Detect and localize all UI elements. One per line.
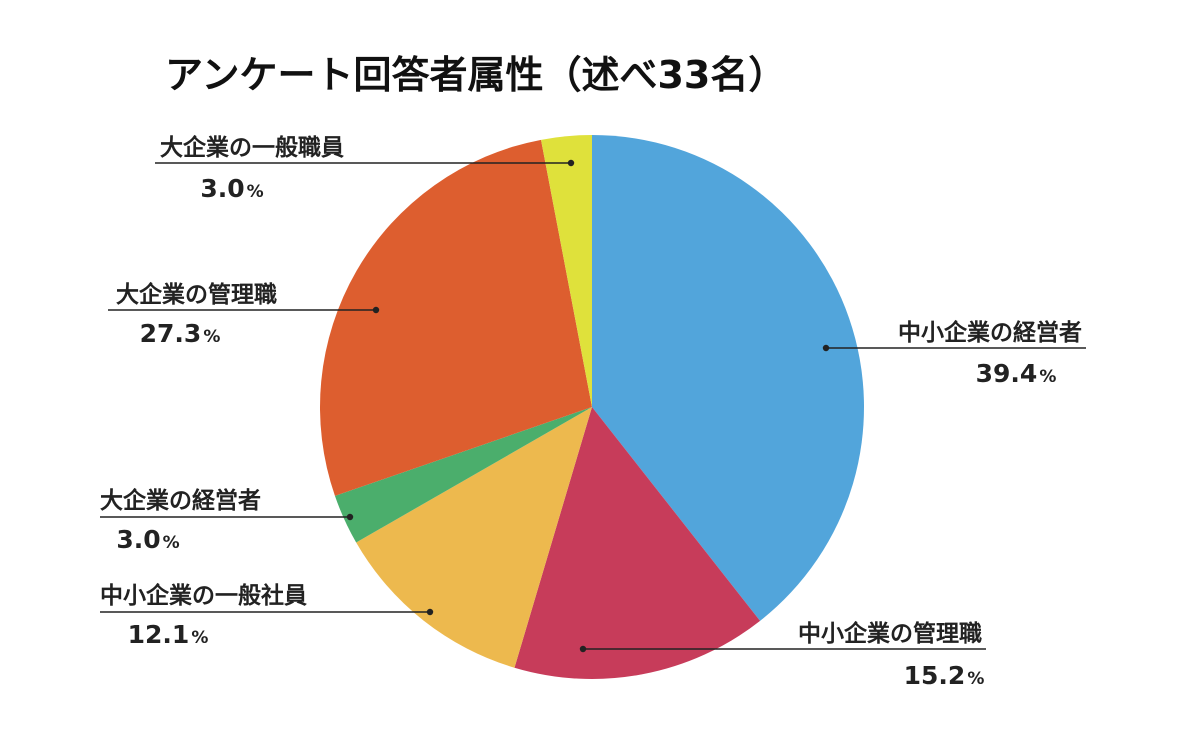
slice-label-5: 大企業の一般職員 3.0% xyxy=(155,134,575,203)
slice-value: 15.2% xyxy=(904,661,985,690)
slice-label-name: 中小企業の一般社員 xyxy=(100,582,307,609)
slice-label-4: 大企業の管理職 27.3% xyxy=(108,281,380,348)
chart-title: アンケート回答者属性（述べ33名） xyxy=(165,53,786,97)
slice-label-2: 中小企業の一般社員 12.1% xyxy=(100,582,434,649)
slice-label-name: 大企業の経営者 xyxy=(100,487,261,514)
slice-value: 27.3% xyxy=(140,319,221,348)
slice-labels: 中小企業の経営者 39.4 % 中小企業の管理職 15.2 % 中小企業の一般社員 12.1%… xyxy=(100,134,1086,690)
slice-label-name: 中小企業の管理職 xyxy=(798,620,982,647)
pie-slice-0 xyxy=(592,135,865,621)
pie-slice-3 xyxy=(334,407,592,543)
pie-slice-1 xyxy=(514,407,761,680)
leader-dot xyxy=(372,306,380,314)
leader-dot xyxy=(426,608,434,616)
slice-value: 3.0% xyxy=(200,174,263,203)
leader-dot xyxy=(567,159,575,167)
pie-slice-4 xyxy=(319,139,592,496)
leader-dot xyxy=(579,645,587,653)
slice-label-3: 大企業の経営者 3.0% xyxy=(100,487,354,554)
leader-dot xyxy=(346,513,354,521)
slice-label-name: 大企業の一般職員 xyxy=(160,134,344,161)
slice-label-name: 大企業の管理職 xyxy=(116,281,277,308)
slice-value: 12.1% xyxy=(128,620,209,649)
slice-label-0: 中小企業の経営者 39.4% xyxy=(822,319,1086,388)
pie-slices xyxy=(319,135,865,680)
pie-slice-5 xyxy=(541,135,592,407)
slice-value: 39.4% xyxy=(976,359,1057,388)
slice-label-1: 中小企業の管理職 15.2% xyxy=(579,620,986,690)
leader-dot xyxy=(822,344,830,352)
slice-label-name: 中小企業の経営者 xyxy=(898,319,1082,346)
slice-value: 3.0% xyxy=(116,525,179,554)
pie-slice-2 xyxy=(356,407,592,668)
